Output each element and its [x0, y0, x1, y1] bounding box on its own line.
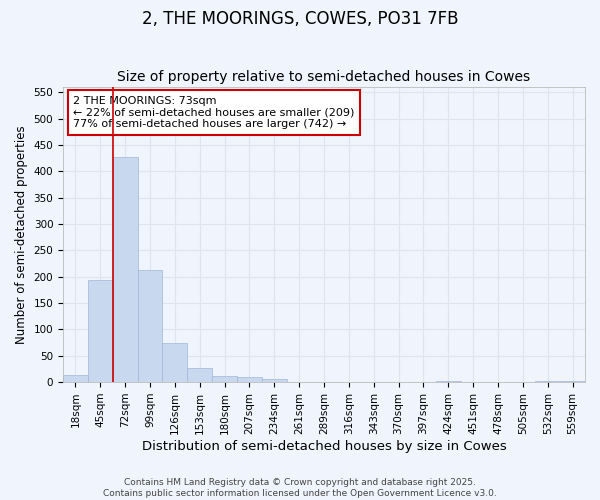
Bar — [137, 270, 163, 382]
X-axis label: Distribution of semi-detached houses by size in Cowes: Distribution of semi-detached houses by … — [142, 440, 506, 452]
Bar — [187, 368, 212, 382]
Title: Size of property relative to semi-detached houses in Cowes: Size of property relative to semi-detach… — [118, 70, 530, 85]
Text: Contains HM Land Registry data © Crown copyright and database right 2025.
Contai: Contains HM Land Registry data © Crown c… — [103, 478, 497, 498]
Text: 2, THE MOORINGS, COWES, PO31 7FB: 2, THE MOORINGS, COWES, PO31 7FB — [142, 10, 458, 28]
Bar — [237, 378, 262, 382]
Bar — [560, 381, 585, 382]
Y-axis label: Number of semi-detached properties: Number of semi-detached properties — [15, 126, 28, 344]
Bar — [262, 380, 287, 382]
Bar — [113, 157, 137, 382]
Bar — [212, 376, 237, 382]
Text: 2 THE MOORINGS: 73sqm
← 22% of semi-detached houses are smaller (209)
77% of sem: 2 THE MOORINGS: 73sqm ← 22% of semi-deta… — [73, 96, 355, 129]
Bar — [436, 380, 461, 382]
Bar — [163, 342, 187, 382]
Bar — [63, 375, 88, 382]
Bar — [88, 280, 113, 382]
Bar — [535, 380, 560, 382]
